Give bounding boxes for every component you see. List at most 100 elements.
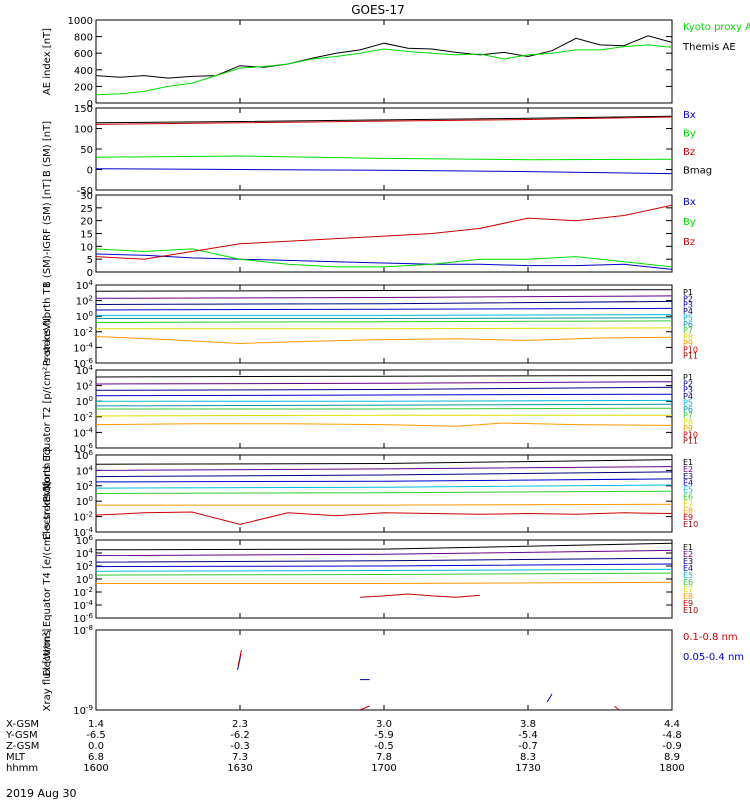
legend-item: P10 [683, 430, 698, 439]
y-tick-label: 30 [80, 191, 93, 202]
y-tick-label: 25 [80, 204, 93, 215]
legend-item: E5 [683, 486, 693, 495]
y-tick-label: 0 [87, 268, 93, 279]
series-line-bx [95, 253, 673, 270]
y-tick-label: 100 [76, 310, 93, 323]
legend-item: P11 [683, 437, 698, 446]
y-tick-label: 102 [76, 560, 93, 573]
y-tick-label: 5 [87, 255, 93, 266]
panel-1: 0 200 400 600 800 1000 AE index [nT] Kyoto prox… [42, 16, 750, 110]
series-line-e9 [359, 593, 481, 598]
x-row-value: 1600 [83, 763, 108, 774]
y-tick-label: 10-9 [73, 704, 93, 717]
y-tick-label: 400 [74, 66, 93, 77]
panel-6: 10-4 10-2 100 102 104 106 Electrons North T3 E1… [42, 447, 698, 540]
series-line-p5 [96, 314, 673, 316]
y-tick-label: 106 [76, 534, 94, 547]
legend-item: P8 [683, 333, 693, 342]
legend-item: E9 [683, 599, 693, 608]
legend-item: P1 [683, 373, 693, 382]
legend-item: E4 [683, 564, 693, 573]
y-tick-label: 10-4 [73, 526, 93, 539]
series-line-p9 [95, 336, 673, 345]
y-axis-label: Protons North T1 [42, 282, 53, 366]
y-tick-label: 50 [80, 145, 93, 156]
x-row-value: -5.9 [374, 730, 394, 741]
y-tick-label: -50 [77, 186, 93, 197]
x-row-value: -6.2 [230, 730, 250, 741]
panel-2: -50 0 50 100 150 B (SM) [nT] Bx By Bz Bmag [42, 104, 712, 197]
legend-item: P8 [683, 418, 693, 427]
legend-item: P1 [683, 288, 693, 297]
y-axis-label: Protons Equator T2 [p/(cm²-s-sr-keV)] [42, 316, 53, 503]
legend-item: 0.05-0.4 nm [683, 652, 744, 663]
legend-item: E10 [683, 606, 698, 615]
y-tick-label: 104 [76, 464, 94, 477]
legend-item: E3 [683, 557, 693, 566]
legend-item: Bx [683, 197, 696, 208]
series-line-p6 [96, 317, 673, 319]
legend-item: P4 [683, 307, 693, 316]
y-tick-label: 10-8 [73, 624, 93, 637]
y-axis-label: Xray flux [W/m²] [42, 629, 53, 712]
legend-item: P3 [683, 386, 693, 395]
x-row-value: -0.3 [230, 741, 250, 752]
legend-item: P10 [683, 345, 698, 354]
series-line-p8 [96, 327, 673, 330]
legend-item: Kyoto proxy AE [683, 22, 750, 33]
series-line-by [95, 155, 673, 161]
y-tick-label: 10-6 [73, 442, 93, 455]
panel-5: 10-6 10-4 10-2 100 102 104 Protons Equator T2 … [42, 316, 698, 503]
y-tick-label: 0 [87, 166, 93, 177]
legend-item: E3 [683, 472, 693, 481]
legend-item: E1 [683, 458, 693, 467]
series-line-themis-ae [95, 35, 673, 79]
x-row-value: -5.4 [518, 730, 538, 741]
series-line-e1 [95, 542, 673, 551]
y-axis-label: Electrons Equator T4 [e/(cm²-s-sr-keV)] [42, 481, 53, 676]
legend-item: E8 [683, 592, 693, 601]
panel-frame [95, 194, 673, 273]
x-row-label: Y-GSM [5, 730, 38, 741]
y-tick-label: 0 [87, 99, 93, 110]
series-line-e6 [95, 572, 673, 576]
y-tick-label: 200 [74, 82, 93, 93]
y-tick-label: 10-2 [73, 511, 93, 524]
legend-item: Bz [683, 147, 695, 158]
legend-item: E5 [683, 571, 693, 580]
series-line-e7 [96, 581, 673, 584]
legend-item: P9 [683, 424, 693, 433]
y-tick-label: 10-2 [73, 326, 93, 339]
series-line-0.1-0.8-nm [237, 649, 242, 667]
y-tick-label: 600 [74, 49, 93, 60]
x-row-value: 7.3 [232, 752, 248, 763]
series-line-p7 [96, 407, 673, 410]
legend-item: P2 [683, 379, 693, 388]
x-row-value: 3.0 [376, 719, 392, 730]
y-tick-label: 10-4 [73, 426, 93, 439]
y-axis-label: B (SM) [nT] [42, 121, 53, 177]
x-row-label: Z-GSM [6, 741, 39, 752]
series-line-e3 [95, 557, 673, 563]
y-tick-label: 10-4 [73, 341, 93, 354]
x-row-value: -0.7 [518, 741, 538, 752]
legend-item: By [683, 129, 696, 140]
y-tick-label: 106 [76, 449, 94, 462]
x-row-value: 0.0 [88, 741, 104, 752]
legend-item: Themis AE [682, 42, 736, 53]
x-row-value: -0.9 [662, 741, 682, 752]
legend-item: E7 [683, 499, 693, 508]
x-row-value: 7.8 [376, 752, 392, 763]
y-tick-label: 102 [76, 380, 93, 393]
x-row-value: 1630 [227, 763, 252, 774]
legend-item: P7 [683, 411, 693, 420]
x-row-value: 8.9 [664, 752, 680, 763]
legend-item: Bx [683, 110, 696, 121]
legend-item: P11 [683, 352, 698, 361]
legend-item: P2 [683, 294, 693, 303]
series-line-bmag [95, 115, 673, 124]
